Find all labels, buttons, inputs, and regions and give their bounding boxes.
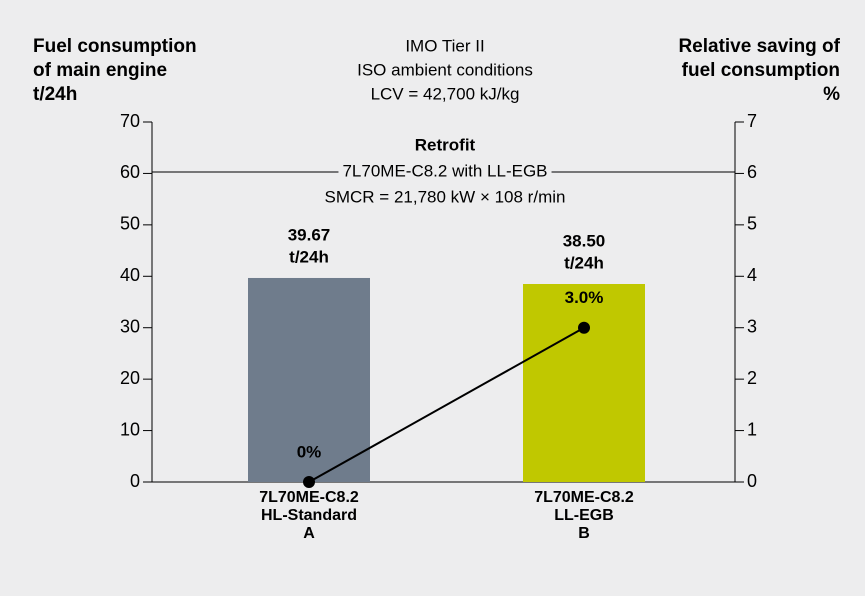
- bar-value-label: t/24h: [564, 253, 604, 272]
- y-axis-title: of main engine: [33, 60, 167, 81]
- y-tick-label: 30: [120, 316, 140, 336]
- bar-value-label: 38.50: [563, 231, 606, 250]
- line-point: [578, 321, 590, 334]
- bar-value-label: 39.67: [288, 225, 331, 244]
- y2-axis-title: fuel consumption: [682, 60, 840, 81]
- y2-axis-title: %: [823, 84, 840, 105]
- line-value-label: 0%: [297, 442, 322, 461]
- y2-tick-label: 0: [747, 471, 757, 491]
- x-tick-label: 7L70ME-C8.2: [534, 489, 634, 506]
- x-tick-label: LL-EGB: [554, 507, 614, 524]
- x-tick-label: HL-Standard: [261, 507, 357, 524]
- bar: [248, 277, 370, 482]
- y2-tick-label: 4: [747, 265, 757, 285]
- y-axis-title: Fuel consumption: [33, 36, 197, 57]
- y-tick-label: 70: [120, 111, 140, 131]
- annotation: 7L70ME-C8.2 with LL-EGB: [342, 161, 547, 180]
- line-point: [303, 476, 315, 488]
- subtitle: LCV = 42,700 kJ/kg: [371, 84, 520, 103]
- subtitle: ISO ambient conditions: [357, 60, 533, 79]
- y2-tick-label: 1: [747, 419, 757, 439]
- line-value-label: 3.0%: [565, 288, 604, 307]
- subtitle: IMO Tier II: [405, 36, 484, 55]
- y-tick-label: 40: [120, 265, 140, 285]
- y2-tick-label: 7: [747, 111, 757, 131]
- bar: [523, 284, 645, 482]
- y-tick-label: 0: [130, 471, 140, 491]
- y-tick-label: 50: [120, 214, 140, 234]
- line: [308, 326, 585, 483]
- x-tick-label: A: [303, 525, 315, 542]
- y2-tick-label: 3: [747, 316, 757, 336]
- y2-tick-label: 5: [747, 214, 757, 234]
- y-axis-title: t/24h: [33, 84, 77, 105]
- y-tick-label: 10: [120, 419, 140, 439]
- y2-tick-label: 2: [747, 368, 757, 388]
- y-tick-label: 20: [120, 368, 140, 388]
- bar-value-label: t/24h: [289, 247, 329, 266]
- y-tick-label: 60: [120, 162, 140, 182]
- annotation: SMCR = 21,780 kW × 108 r/min: [325, 187, 566, 206]
- x-tick-label: B: [578, 525, 590, 542]
- x-tick-label: 7L70ME-C8.2: [259, 489, 359, 506]
- y2-tick-label: 6: [747, 162, 757, 182]
- annotation: Retrofit: [415, 135, 476, 154]
- y2-axis-title: Relative saving of: [678, 36, 840, 57]
